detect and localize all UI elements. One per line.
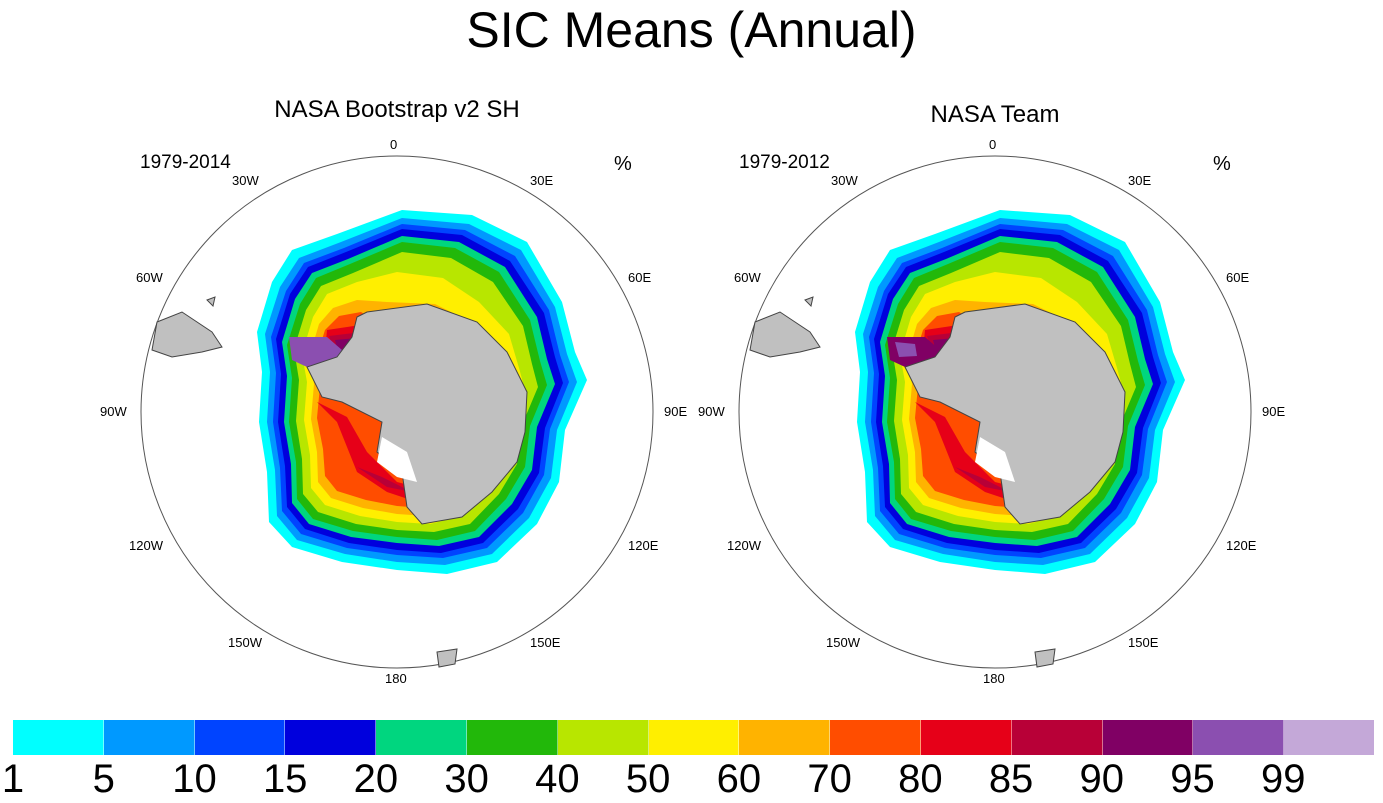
lon-label-90w-team: 90W bbox=[698, 404, 725, 419]
lon-label-60e-bootstrap: 60E bbox=[628, 270, 652, 285]
lon-label-30w-team: 30W bbox=[831, 173, 858, 188]
colorbar-tick-label: 10 bbox=[172, 757, 217, 801]
unit-label-team: % bbox=[1213, 153, 1231, 175]
colorbar-tick-label: 50 bbox=[625, 757, 671, 801]
new-zealand-land-team bbox=[1034, 648, 1056, 668]
lon-label-0-bootstrap: 0 bbox=[390, 137, 398, 152]
colorbar-tick-label: 40 bbox=[535, 757, 580, 801]
colorbar bbox=[13, 720, 1374, 755]
figure-title: SIC Means (Annual) bbox=[466, 2, 917, 58]
weddell-ice-core-team bbox=[895, 342, 917, 357]
colorbar-box bbox=[557, 720, 649, 755]
lon-label-0-team: 0 bbox=[989, 137, 997, 152]
panel-title-bootstrap: NASA Bootstrap v2 SH bbox=[274, 96, 520, 123]
lon-label-90w-bootstrap: 90W bbox=[100, 404, 127, 419]
lon-label-30w-bootstrap: 30W bbox=[232, 173, 259, 188]
lon-label-150e-bootstrap: 150E bbox=[530, 635, 561, 650]
lon-label-90e-bootstrap: 90E bbox=[664, 404, 688, 419]
colorbar-box bbox=[13, 720, 104, 755]
antarctica-land-bootstrap bbox=[306, 303, 528, 525]
lon-label-180-bootstrap: 180 bbox=[385, 671, 407, 686]
colorbar-tick-label: 30 bbox=[444, 757, 489, 801]
south-america-land-team bbox=[749, 311, 821, 358]
colorbar-box bbox=[648, 720, 740, 755]
new-zealand-land-bootstrap bbox=[436, 648, 458, 668]
colorbar-box bbox=[830, 720, 921, 755]
colorbar-box bbox=[1193, 720, 1285, 755]
falklands-land-team bbox=[804, 296, 814, 307]
colorbar-tick-label: 60 bbox=[716, 757, 762, 801]
colorbar-box bbox=[376, 720, 467, 755]
lon-label-120e-team: 120E bbox=[1226, 538, 1257, 553]
ross-ice-shelf-bootstrap bbox=[377, 437, 417, 482]
lon-label-150w-bootstrap: 150W bbox=[228, 635, 262, 650]
colorbar-box bbox=[1011, 720, 1103, 755]
lon-label-90e-team: 90E bbox=[1262, 404, 1286, 419]
colorbar-tick-label: 5 bbox=[92, 757, 115, 801]
colorbar-box bbox=[739, 720, 831, 755]
colorbar-tick-label: 99 bbox=[1261, 757, 1306, 801]
colorbar-tick-label: 70 bbox=[807, 757, 852, 801]
unit-label-bootstrap: % bbox=[614, 153, 632, 175]
colorbar-box bbox=[1284, 720, 1374, 755]
lon-label-180-team: 180 bbox=[983, 671, 1005, 686]
colorbar-tick-label: 80 bbox=[898, 757, 943, 801]
colorbar-box bbox=[194, 720, 286, 755]
colorbar-tick-label: 15 bbox=[262, 757, 308, 801]
lon-label-150w-team: 150W bbox=[826, 635, 860, 650]
lon-label-120e-bootstrap: 120E bbox=[628, 538, 659, 553]
period-label-bootstrap: 1979-2014 bbox=[140, 152, 231, 173]
period-label-team: 1979-2012 bbox=[739, 152, 830, 173]
colorbar-tick-label: 1 bbox=[1, 757, 25, 801]
falklands-land-bootstrap bbox=[206, 296, 216, 307]
south-america-land-bootstrap bbox=[151, 311, 223, 358]
lon-label-150e-team: 150E bbox=[1128, 635, 1159, 650]
colorbar-box bbox=[103, 720, 195, 755]
colorbar-box bbox=[920, 720, 1012, 755]
lon-label-60w-team: 60W bbox=[734, 270, 761, 285]
colorbar-tick-label: 90 bbox=[1079, 757, 1125, 801]
colorbar-tick-label: 95 bbox=[1170, 757, 1215, 801]
ross-ice-shelf-team bbox=[975, 437, 1015, 482]
colorbar-box bbox=[285, 720, 377, 755]
colorbar-box bbox=[466, 720, 558, 755]
lon-label-30e-bootstrap: 30E bbox=[530, 173, 554, 188]
lon-label-60e-team: 60E bbox=[1226, 270, 1250, 285]
antarctica-land-team bbox=[904, 303, 1126, 525]
panel-title-team: NASA Team bbox=[930, 101, 1060, 128]
colorbar-tick-label: 20 bbox=[353, 757, 399, 801]
lon-label-30e-team: 30E bbox=[1128, 173, 1152, 188]
lon-label-60w-bootstrap: 60W bbox=[136, 270, 163, 285]
map-team bbox=[738, 155, 1252, 669]
map-bootstrap bbox=[140, 155, 654, 669]
colorbar-tick-label: 85 bbox=[988, 757, 1034, 801]
colorbar-box bbox=[1102, 720, 1194, 755]
lon-label-120w-team: 120W bbox=[727, 538, 761, 553]
lon-label-120w-bootstrap: 120W bbox=[129, 538, 163, 553]
